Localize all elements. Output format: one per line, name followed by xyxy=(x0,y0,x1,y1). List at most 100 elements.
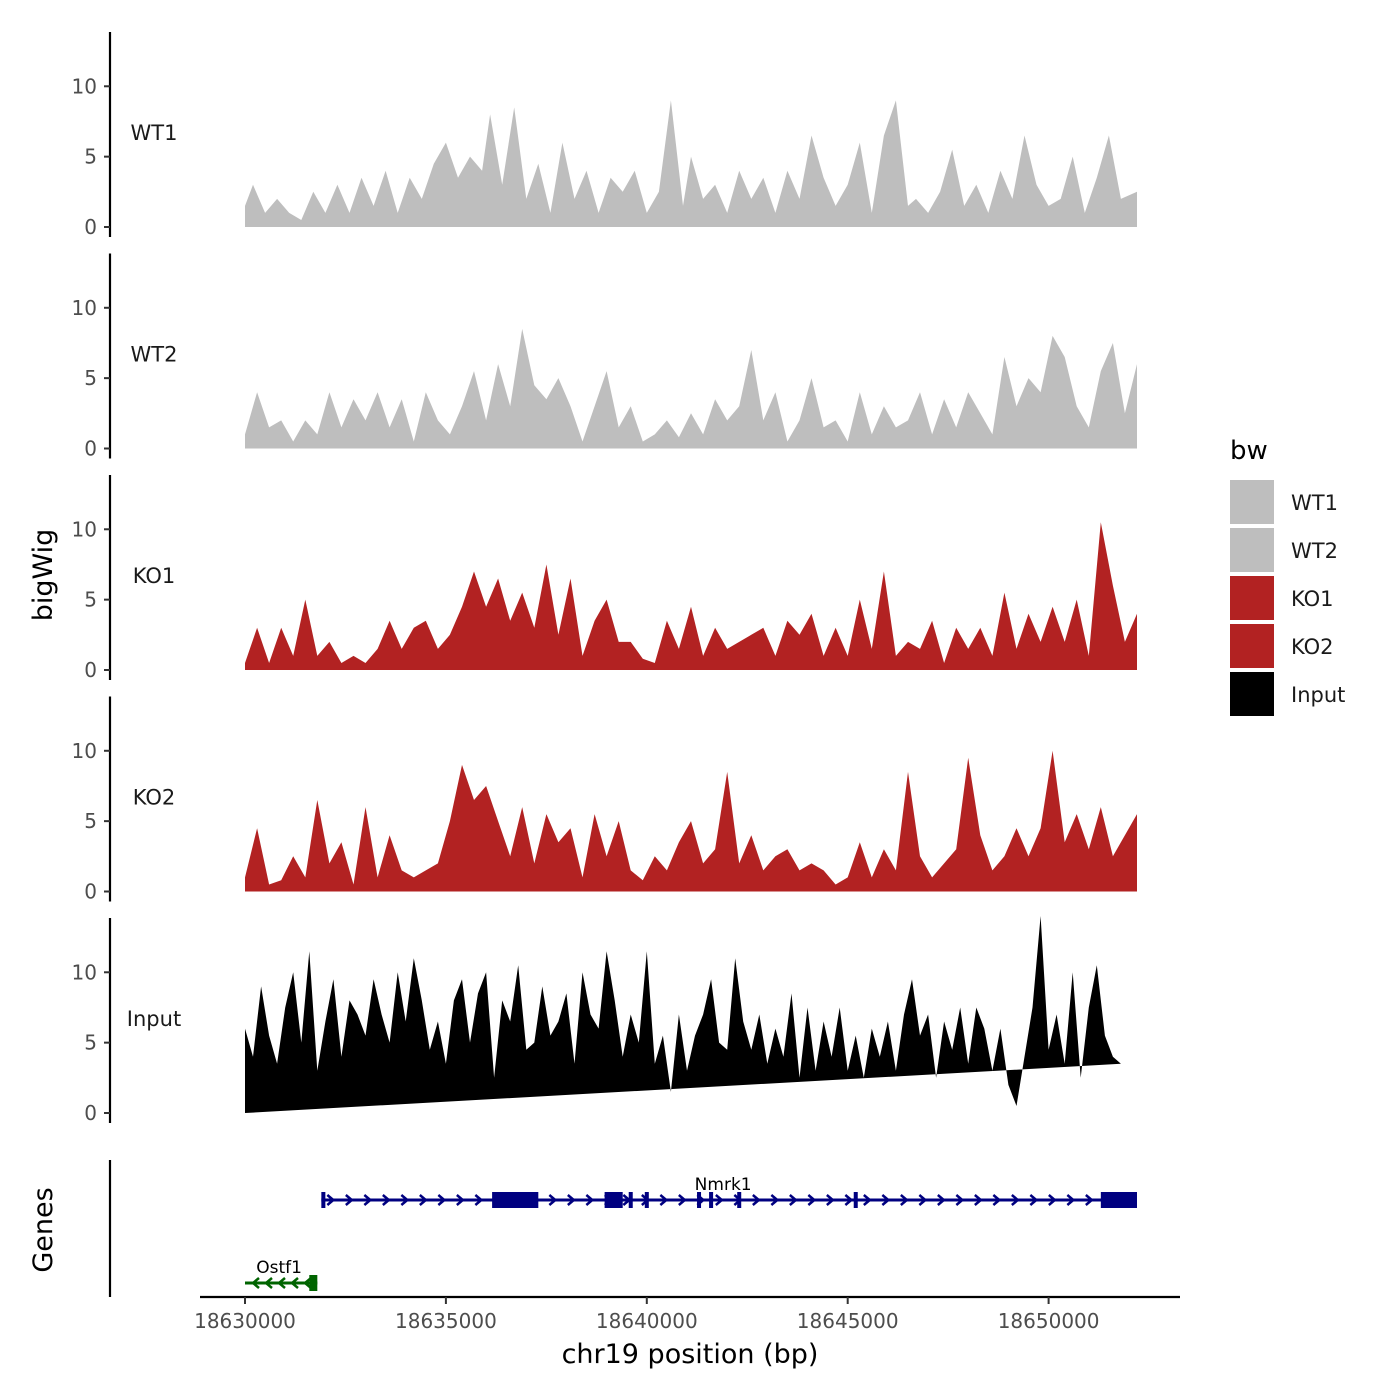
strand-chevron xyxy=(1066,1194,1076,1206)
strand-chevron xyxy=(382,1194,391,1206)
x-axis-title: chr19 position (bp) xyxy=(562,1339,819,1370)
strand-chevron xyxy=(419,1194,428,1206)
strand-chevron xyxy=(474,1194,484,1206)
track-area-wt2 xyxy=(245,328,1137,449)
y-tick-label: 0 xyxy=(84,880,97,904)
legend-swatch xyxy=(1230,672,1274,716)
track-area-input xyxy=(245,916,1121,1113)
strand-chevron xyxy=(251,1277,260,1289)
legend-label: WT1 xyxy=(1291,491,1338,515)
gene-label: Ostf1 xyxy=(256,1258,302,1278)
y-tick-label: 10 xyxy=(72,517,97,541)
legend-swatch xyxy=(1230,480,1274,524)
x-tick-label: 18645000 xyxy=(797,1309,899,1333)
track-ko2: 0 5 10 KO2 xyxy=(72,696,1137,904)
y-axis-title: bigWig xyxy=(28,529,59,622)
strand-chevron xyxy=(937,1194,946,1206)
track-label: WT1 xyxy=(131,121,178,145)
strand-chevron xyxy=(264,1277,273,1289)
track-input: 0 5 10 Input xyxy=(72,916,1121,1125)
strand-chevron xyxy=(303,1277,312,1289)
strand-chevron xyxy=(345,1194,354,1206)
track-label: KO1 xyxy=(133,564,176,588)
strand-chevron xyxy=(548,1194,558,1206)
track-area-wt1 xyxy=(245,100,1137,227)
legend-swatch xyxy=(1230,576,1274,620)
legend-item-ko1: KO1 xyxy=(1230,576,1334,620)
exon xyxy=(309,1275,318,1291)
y-tick-label: 5 xyxy=(84,145,97,169)
x-tick-label: 18630000 xyxy=(194,1309,296,1333)
strand-chevron xyxy=(1011,1194,1020,1206)
exon xyxy=(1100,1192,1137,1208)
legend-item-input: Input xyxy=(1230,672,1345,716)
strand-chevron xyxy=(974,1194,983,1206)
track-ko1: 0 5 10 KO1 xyxy=(72,475,1137,682)
legend-swatch xyxy=(1230,528,1274,572)
strand-chevron xyxy=(1048,1194,1057,1206)
strand-chevron xyxy=(1085,1194,1094,1206)
exon xyxy=(697,1192,702,1208)
strand-chevron xyxy=(363,1194,373,1206)
y-tick-label: 5 xyxy=(84,366,97,390)
legend-item-ko2: KO2 xyxy=(1230,624,1334,668)
strand-chevron xyxy=(277,1277,286,1289)
legend-item-wt1: WT1 xyxy=(1230,480,1338,524)
exon xyxy=(492,1192,539,1208)
strand-chevron xyxy=(1029,1194,1039,1206)
strand-chevron xyxy=(863,1194,872,1206)
x-tick-label: 18650000 xyxy=(998,1309,1100,1333)
exon xyxy=(644,1192,649,1208)
strand-chevron xyxy=(567,1194,576,1206)
track-wt1: 0 5 10 WT1 xyxy=(72,32,1137,239)
strand-chevron xyxy=(715,1194,724,1206)
y-tick-label: 10 xyxy=(72,960,97,984)
y-tick-label: 5 xyxy=(84,809,97,833)
strand-chevron xyxy=(955,1194,965,1206)
strand-chevron xyxy=(326,1194,336,1206)
exon xyxy=(628,1192,633,1208)
legend-title: bw xyxy=(1230,436,1268,466)
y-tick-label: 10 xyxy=(72,739,97,763)
y-tick-label: 5 xyxy=(84,1031,97,1055)
strand-chevron xyxy=(900,1194,909,1206)
strand-chevron xyxy=(678,1194,687,1206)
exon xyxy=(321,1192,326,1208)
tracks-layer: 0 5 10 WT1 0 5 10 WT2 0 5 10 KO1 0 5 10 KO2 0 5 10 Input xyxy=(72,32,1137,1125)
strand-chevron xyxy=(400,1194,410,1206)
legend: bw WT1 WT2 KO1 KO2 Input xyxy=(1230,436,1345,716)
gene-nmrk1: Nmrk1 xyxy=(321,1175,1137,1208)
strand-chevron xyxy=(807,1194,817,1206)
legend-label: Input xyxy=(1291,683,1345,707)
y-tick-label: 10 xyxy=(72,296,97,320)
strand-chevron xyxy=(918,1194,928,1206)
track-area-ko1 xyxy=(245,522,1137,670)
legend-item-wt2: WT2 xyxy=(1230,528,1338,572)
legend-label: KO2 xyxy=(1291,635,1334,659)
strand-chevron xyxy=(437,1194,447,1206)
genes-axis-title: Genes xyxy=(28,1187,59,1272)
strand-chevron xyxy=(789,1194,798,1206)
exon xyxy=(737,1192,742,1208)
legend-swatch xyxy=(1230,624,1274,668)
strand-chevron xyxy=(659,1194,669,1206)
genes-panel: Nmrk1 Ostf1 xyxy=(108,1160,1137,1297)
legend-label: KO1 xyxy=(1291,587,1334,611)
y-tick-label: 5 xyxy=(84,588,97,612)
track-wt2: 0 5 10 WT2 xyxy=(72,253,1137,461)
y-tick-label: 0 xyxy=(84,215,97,239)
y-tick-label: 10 xyxy=(72,74,97,98)
strand-chevron xyxy=(826,1194,835,1206)
exon xyxy=(604,1192,623,1208)
y-tick-label: 0 xyxy=(84,437,97,461)
y-tick-label: 0 xyxy=(84,1101,97,1125)
gene-label: Nmrk1 xyxy=(695,1175,752,1195)
x-tick-label: 18640000 xyxy=(596,1309,698,1333)
strand-chevron xyxy=(752,1194,761,1206)
strand-chevron xyxy=(844,1194,854,1206)
x-tick-label: 18635000 xyxy=(395,1309,497,1333)
x-axis: 18630000 18635000 18640000 18645000 18650000 xyxy=(194,1295,1180,1333)
track-area-ko2 xyxy=(245,750,1137,892)
strand-chevron xyxy=(456,1194,465,1206)
